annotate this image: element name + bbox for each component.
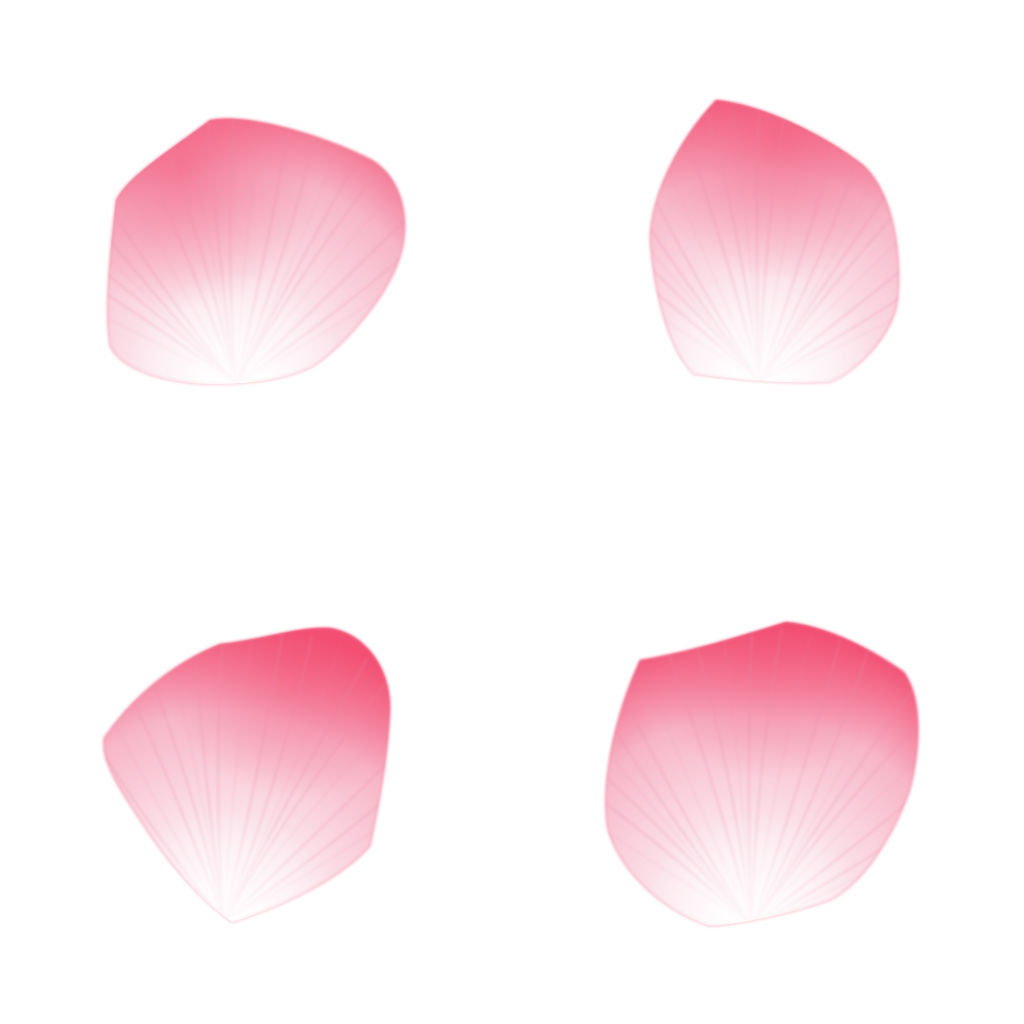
petal-top-left [106, 117, 406, 386]
petal-base-fade [103, 627, 391, 922]
petal-base-fade [605, 622, 919, 926]
petal-bottom-left [102, 626, 392, 924]
petal-top-right [648, 98, 900, 384]
petal-group [102, 98, 920, 928]
petal-base-fade [650, 100, 899, 383]
petal-bottom-right [604, 620, 920, 928]
petal-base-fade [107, 118, 405, 385]
